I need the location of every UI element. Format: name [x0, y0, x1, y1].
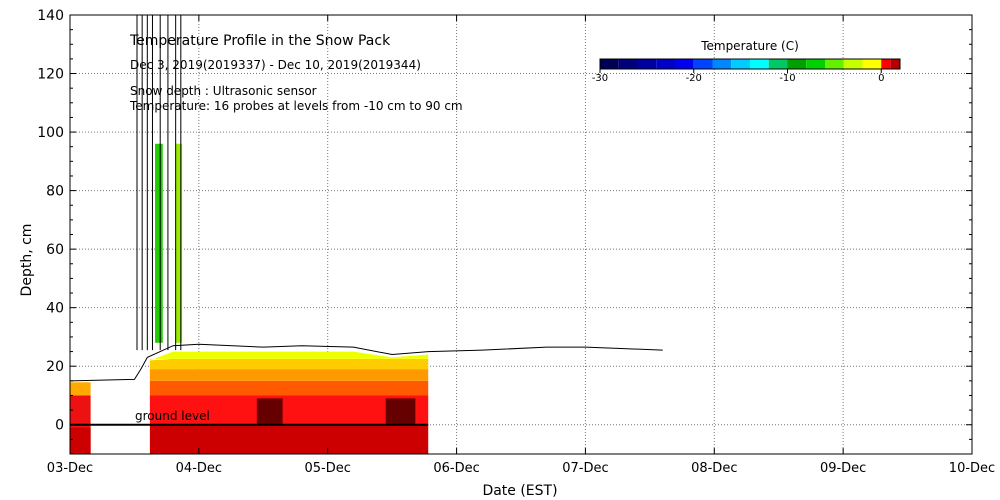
y-tick-label: 140 — [37, 8, 64, 24]
x-tick-label: 08-Dec — [691, 461, 737, 476]
heatmap-cell — [149, 395, 429, 425]
colorbar-cell — [637, 59, 657, 69]
y-tick-label: 20 — [46, 359, 64, 375]
colorbar-cell — [881, 59, 891, 69]
colorbar-tick-label: -30 — [592, 73, 608, 84]
x-tick-label: 10-Dec — [949, 461, 995, 476]
x-tick-label: 05-Dec — [305, 461, 351, 476]
colorbar-cell — [656, 59, 675, 69]
x-tick-label: 06-Dec — [433, 461, 479, 476]
colorbar-cell — [693, 59, 713, 69]
heatmap-cell — [149, 424, 429, 454]
colorbar-cell — [750, 59, 769, 69]
x-tick-label: 09-Dec — [820, 461, 866, 476]
colorbar-cell — [806, 59, 825, 69]
colorbar-tick-label: -20 — [686, 73, 702, 84]
ground-level-label: ground level — [135, 409, 210, 423]
y-tick-label: 120 — [37, 67, 64, 83]
colorbar-frame — [599, 58, 901, 70]
chart-subtitle: Dec 3, 2019(2019337) - Dec 10, 2019(2019… — [130, 58, 421, 72]
note-temperature: Temperature: 16 probes at levels from -1… — [129, 99, 463, 113]
snow-depth-series — [69, 15, 663, 382]
heatmap-cell — [256, 398, 283, 425]
colorbar-cell — [862, 59, 882, 69]
colorbar-cell — [768, 59, 788, 69]
x-tick-label: 07-Dec — [562, 461, 608, 476]
heatmap-cell — [70, 427, 91, 454]
colorbar-cell — [843, 59, 863, 69]
heatmap-cell — [155, 143, 163, 343]
x-axis-label: Date (EST) — [482, 483, 557, 499]
heatmap-cell — [385, 398, 416, 425]
heatmap-cell — [70, 382, 91, 396]
note-snow-depth: Snow depth : Ultrasonic sensor — [130, 84, 317, 98]
heatmap-layer — [149, 351, 429, 361]
y-tick-label: 100 — [37, 125, 64, 141]
colorbar-cell — [618, 59, 638, 69]
chart-title: Temperature Profile in the Snow Pack — [129, 33, 391, 49]
y-tick-label: 40 — [46, 301, 64, 317]
colorbar-cell — [731, 59, 750, 69]
colorbar-cell — [600, 59, 619, 69]
colorbar-cell — [675, 59, 694, 69]
colorbar-cell — [712, 59, 732, 69]
colorbar-cell — [787, 59, 807, 69]
y-tick-label: 0 — [55, 418, 64, 434]
temperature-heatmap — [70, 143, 429, 454]
snow-depth-line — [69, 343, 663, 382]
colorbar-cell — [890, 59, 900, 69]
y-axis-label: Depth, cm — [19, 224, 35, 297]
colorbar: -30 -20 -10 0 — [592, 58, 901, 84]
axis-ticks: 03-Dec 04-Dec 05-Dec 06-Dec 07-Dec 08-Dec 09-D… — [37, 8, 995, 476]
colorbar-tick-label: -10 — [779, 73, 795, 84]
heatmap-layer — [149, 369, 429, 381]
colorbar-cell — [825, 59, 844, 69]
heatmap-layer — [149, 380, 429, 396]
heatmap-cell — [175, 143, 183, 343]
heatmap-layer — [149, 358, 429, 370]
x-tick-label: 03-Dec — [47, 461, 93, 476]
colorbar-tick-label: 0 — [878, 73, 884, 84]
y-tick-label: 80 — [46, 184, 64, 200]
y-tick-label: 60 — [46, 242, 64, 258]
colorbar-title: Temperature (C) — [700, 39, 799, 53]
x-tick-label: 04-Dec — [176, 461, 222, 476]
